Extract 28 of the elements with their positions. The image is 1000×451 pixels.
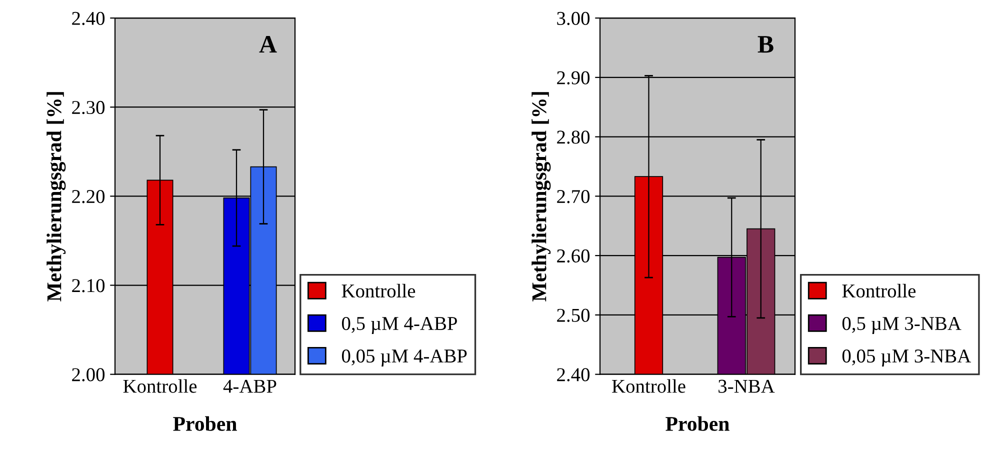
- annotation: B: [758, 36, 774, 53]
- legend-label: Kontrolle: [842, 284, 916, 298]
- y-tick-label: 2.40: [557, 368, 590, 382]
- y-tick-label: 2.70: [557, 190, 590, 204]
- y-tick-label: 2.30: [72, 100, 105, 114]
- y-tick-label: 2.80: [557, 130, 590, 144]
- y-tick-label: 2.20: [72, 190, 105, 204]
- x-tick-label: 4-ABP: [223, 380, 276, 393]
- y-tick-label: 2.00: [72, 368, 105, 382]
- x-tick-label: Kontrolle: [612, 379, 686, 393]
- y-axis-title: Methylierungsgrad [%]: [532, 92, 551, 302]
- legend-label: 0,5 µM 4-ABP: [342, 316, 457, 334]
- x-tick-label: 3-NBA: [718, 380, 775, 393]
- y-tick-label: 2.40: [72, 12, 105, 26]
- y-tick-label: 3.00: [557, 12, 590, 26]
- legend-label: Kontrolle: [342, 284, 416, 298]
- y-tick-label: 2.10: [72, 279, 105, 292]
- x-axis-title: Proben: [666, 416, 730, 431]
- annotation: A: [259, 36, 277, 53]
- y-tick-label: 2.90: [557, 71, 590, 84]
- y-axis-title: Methylierungsgrad [%]: [46, 92, 66, 302]
- legend-label: 0,5 µM 3-NBA: [842, 316, 962, 334]
- legend-label: 0,05 µM 3-NBA: [842, 349, 972, 367]
- legend-label: 0,05 µM 4-ABP: [342, 349, 467, 367]
- y-tick-label: 2.50: [557, 308, 590, 322]
- y-tick-label: 2.60: [557, 249, 590, 263]
- x-axis-title: Proben: [173, 416, 237, 431]
- x-tick-label: Kontrolle: [123, 379, 197, 393]
